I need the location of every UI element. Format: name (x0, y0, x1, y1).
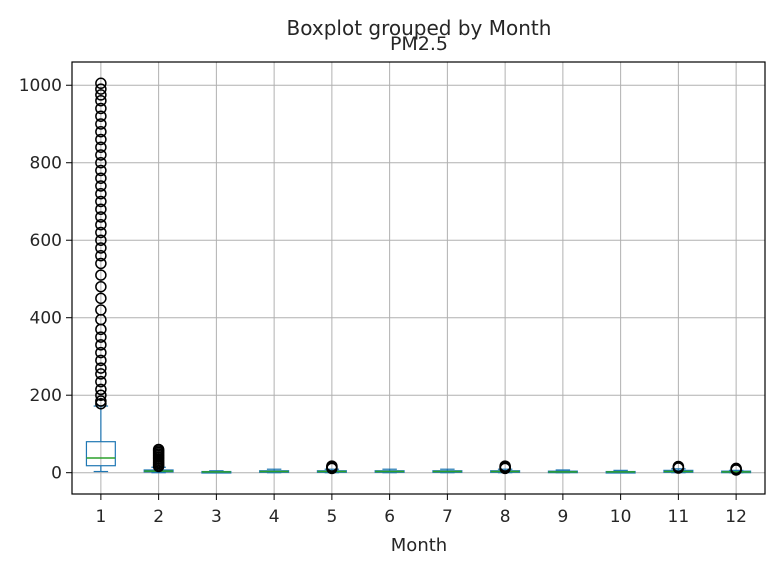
chart-suptitle: Boxplot grouped by Month (287, 16, 552, 40)
flier-point (95, 362, 107, 374)
flier-point (95, 203, 107, 215)
flier-point (95, 187, 107, 200)
flier-point (95, 269, 107, 281)
box-group-month-4 (259, 468, 290, 474)
iqr-box (85, 441, 116, 467)
flier-point (95, 133, 107, 146)
flier-point (95, 77, 107, 90)
flier-point (95, 180, 107, 192)
flier-point (95, 383, 107, 396)
flier-point (95, 292, 107, 305)
y-tick-label: 600 (30, 231, 62, 251)
flier-point (95, 141, 107, 153)
x-tick-label: 2 (153, 507, 164, 527)
y-tick-label: 200 (30, 386, 62, 406)
box-group-month-3 (201, 470, 232, 474)
box-group-month-8 (490, 460, 521, 475)
flier-point (95, 83, 107, 95)
y-tick-label: 1000 (19, 76, 62, 96)
flier-point (95, 280, 107, 293)
flier-point (95, 354, 107, 367)
flier-point (95, 125, 107, 138)
flier-point (95, 242, 107, 254)
flier-point (95, 149, 107, 161)
flier-point (499, 460, 511, 472)
y-tick-label: 0 (51, 464, 62, 484)
flier-point (95, 211, 107, 223)
flier-point (95, 249, 107, 262)
box-group-month-2 (143, 443, 174, 474)
x-tick-label: 1 (95, 507, 106, 527)
flier-point (152, 443, 165, 456)
chart-title: PM2.5 (390, 33, 448, 55)
flier-point (95, 257, 107, 270)
x-tick-label: 4 (269, 507, 280, 527)
box-group-month-11 (663, 460, 694, 474)
flier-point (95, 195, 107, 208)
flier-point (95, 89, 107, 101)
flier-point (95, 339, 107, 351)
x-tick-label: 11 (668, 507, 690, 527)
x-tick-label: 9 (557, 507, 568, 527)
y-tick-label: 400 (30, 309, 62, 329)
grid-lines (72, 62, 765, 494)
boxes-layer (85, 77, 752, 476)
box-group-month-5 (316, 460, 347, 475)
x-tick-label: 8 (500, 507, 511, 527)
flier-point (95, 110, 107, 122)
plot-frame (71, 61, 766, 495)
flier-point (95, 304, 107, 316)
flier-point (730, 462, 742, 475)
y-tick-label: 800 (30, 154, 62, 174)
box-group-month-10 (605, 469, 636, 474)
x-tick-label: 6 (384, 507, 395, 527)
box-group-month-12 (721, 462, 752, 476)
box-group-month-1 (85, 77, 116, 473)
flier-point (95, 164, 107, 177)
box-group-month-7 (432, 468, 463, 474)
flier-point (95, 172, 107, 184)
flier-point (95, 368, 107, 380)
flier-point (672, 460, 685, 473)
flier-point (95, 118, 107, 130)
x-axis-label: Month (391, 535, 447, 556)
flier-point (95, 156, 107, 169)
flier-point (95, 331, 107, 343)
flier-point (95, 102, 107, 115)
x-tick-label: 7 (442, 507, 453, 527)
flier-point (95, 395, 107, 407)
flier-point (95, 94, 107, 107)
box-group-month-6 (374, 468, 405, 474)
x-tick-label: 5 (326, 507, 337, 527)
flier-point (326, 460, 338, 472)
flier-point (95, 346, 107, 359)
flier-point (95, 234, 107, 246)
x-tick-label: 12 (725, 507, 747, 527)
flier-point (95, 389, 107, 401)
flier-point (95, 226, 107, 239)
flier-point (95, 375, 107, 388)
flier-point (95, 218, 107, 231)
x-tick-label: 3 (211, 507, 222, 527)
box-group-month-9 (547, 469, 578, 474)
x-tick-label: 10 (610, 507, 632, 527)
